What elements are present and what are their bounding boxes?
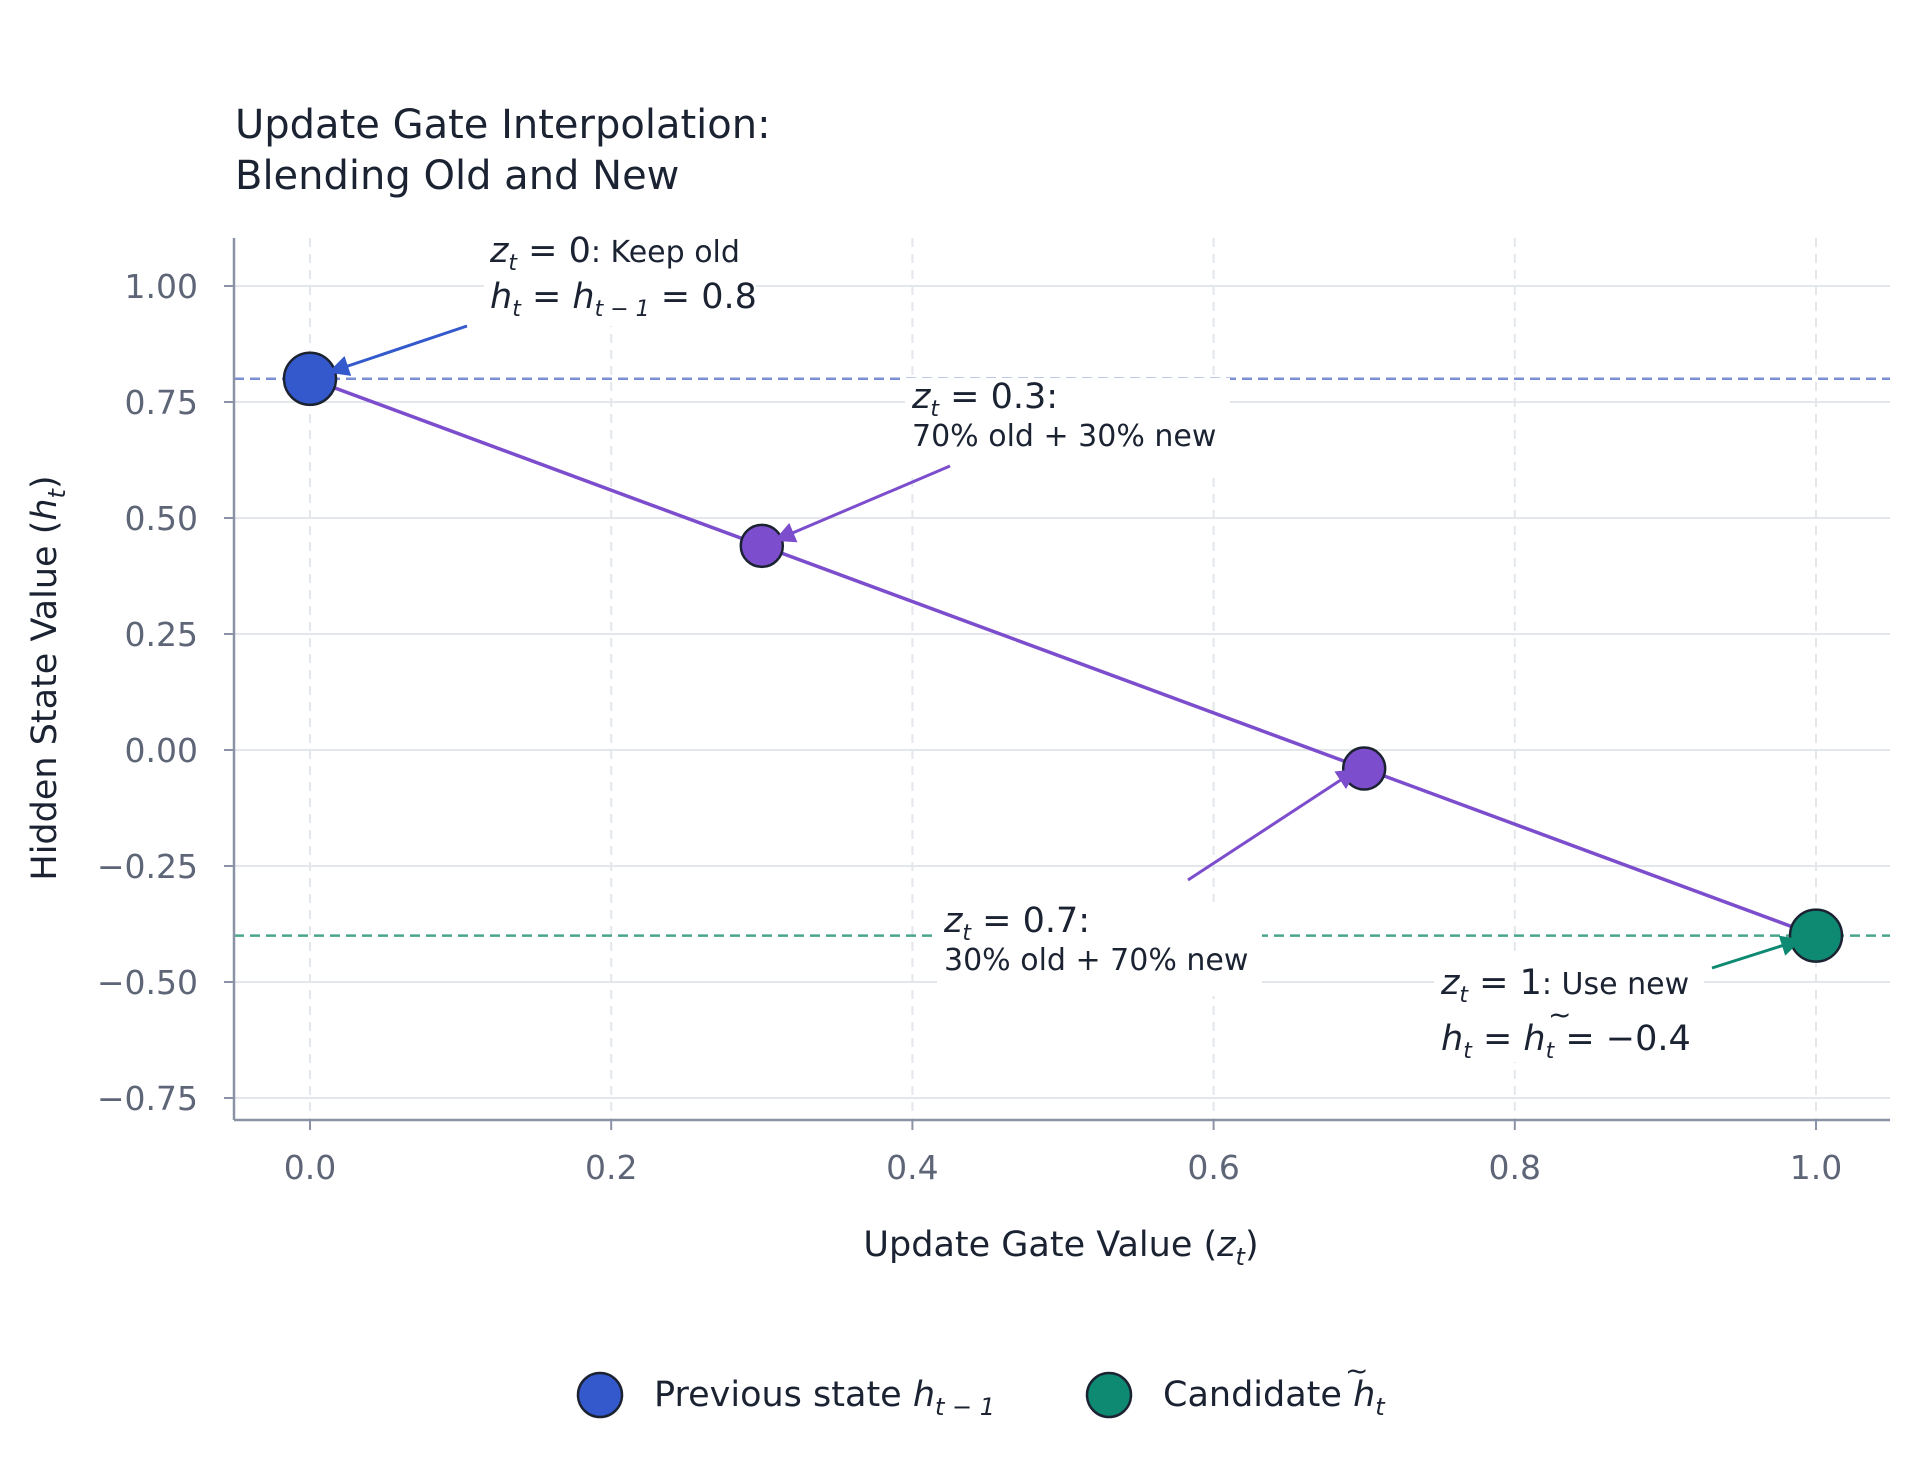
annotation-use-new-tilde: ~ xyxy=(1548,998,1571,1031)
y-tick-label-1: 0.75 xyxy=(125,383,198,422)
y-tick-label-7: −0.75 xyxy=(97,1079,198,1118)
reference-lines xyxy=(234,377,1890,937)
data-point-1 xyxy=(739,523,785,569)
x-ticks: 0.0 0.2 0.4 0.6 0.8 1.0 xyxy=(284,1120,1842,1187)
x-axis-label: Update Gate Value (zt) xyxy=(863,1225,1258,1271)
x-tick-label-4: 0.8 xyxy=(1489,1148,1541,1187)
annotation-use-new-line-1: zt = 1: Use new xyxy=(1440,963,1689,1008)
y-ticks: 1.00 0.75 0.50 0.25 0.00 −0.25 −0.50 −0.75 xyxy=(97,267,234,1118)
annotation-z03-line-2: 70% old + 30% new xyxy=(912,419,1216,454)
y-tick-label-4: 0.00 xyxy=(125,731,198,770)
y-tick-label-5: −0.25 xyxy=(97,847,198,886)
annotation-z03-line-1: zt = 0.3: xyxy=(911,377,1058,422)
series-line-0 xyxy=(309,377,1817,938)
x-tick-label-5: 1.0 xyxy=(1790,1148,1842,1187)
data-point-3 xyxy=(1788,908,1844,963)
y-tick-label-3: 0.25 xyxy=(125,615,198,654)
annotation-use-new-line-2: ht = ht = −0.4 xyxy=(1441,1019,1691,1064)
annotation-keep-old-arrow xyxy=(328,324,468,376)
interpolation-series xyxy=(282,351,1844,963)
data-point-0 xyxy=(282,351,338,407)
legend-marker-candidate xyxy=(1085,1371,1133,1419)
chart-title-line-1: Update Gate Interpolation: xyxy=(235,102,771,148)
annotation-z07: zt = 0.7: 30% old + 70% new xyxy=(937,768,1358,996)
legend-marker-previous-state xyxy=(576,1371,624,1419)
annotation-use-new-arrow xyxy=(1711,935,1803,970)
y-axis-label: Hidden State Value (ht) xyxy=(25,475,71,880)
legend-label-candidate: Candidate ht xyxy=(1163,1375,1386,1421)
annotation-z03-arrow xyxy=(774,464,951,543)
legend-label-previous-state: Previous state ht − 1 xyxy=(654,1375,995,1421)
x-tick-label-1: 0.2 xyxy=(585,1148,637,1187)
y-tick-label-6: −0.50 xyxy=(97,963,198,1002)
data-point-2 xyxy=(1341,746,1387,791)
annotation-z07-line-2: 30% old + 70% new xyxy=(944,943,1248,978)
annotation-keep-old: zt = 0: Keep old ht = ht − 1 = 0.8 xyxy=(328,231,757,376)
x-tick-label-3: 0.6 xyxy=(1187,1148,1239,1187)
chart-title-line-2: Blending Old and New xyxy=(235,153,679,199)
annotation-use-new: zt = 1: Use new ht = ht = −0.4 ~ xyxy=(1434,935,1803,1064)
annotation-keep-old-line-2: ht = ht − 1 = 0.8 xyxy=(490,277,757,322)
legend-candidate-tilde: ~ xyxy=(1345,1354,1368,1387)
annotation-z07-arrow xyxy=(1187,768,1358,882)
annotation-z07-line-1: zt = 0.7: xyxy=(943,901,1090,946)
y-tick-label-0: 1.00 xyxy=(125,267,198,306)
annotation-keep-old-line-1: zt = 0: Keep old xyxy=(489,231,740,276)
annotation-z03: zt = 0.3: 70% old + 30% new xyxy=(774,377,1230,543)
y-tick-label-2: 0.50 xyxy=(125,499,198,538)
x-tick-label-2: 0.4 xyxy=(886,1148,938,1187)
legend: Previous state ht − 1 Candidate ht ~ xyxy=(576,1354,1386,1421)
x-tick-label-0: 0.0 xyxy=(284,1148,336,1187)
